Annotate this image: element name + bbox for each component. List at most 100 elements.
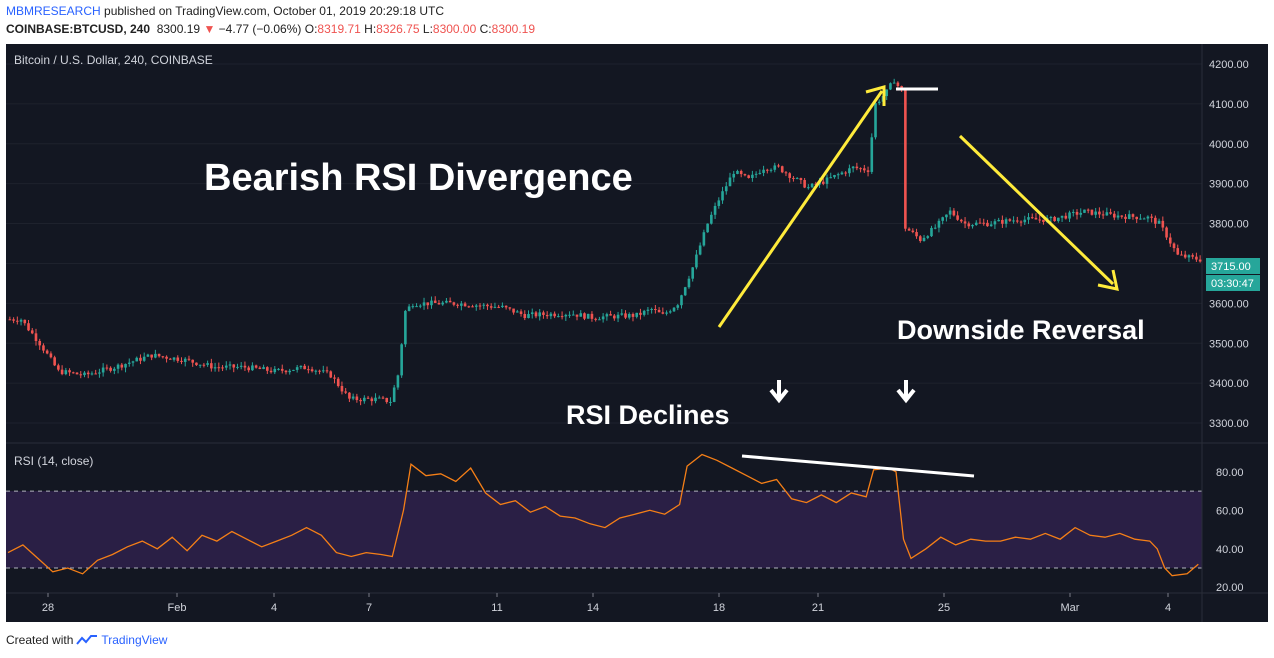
price-candle[interactable]: [195, 362, 198, 366]
price-candle[interactable]: [631, 312, 635, 322]
price-candle[interactable]: [262, 364, 265, 370]
price-candle[interactable]: [433, 296, 437, 304]
price-candle[interactable]: [627, 312, 631, 320]
rsi-pane[interactable]: 80.00 60.00 40.00 20.00: [6, 453, 1244, 595]
price-candle[interactable]: [870, 133, 874, 174]
price-candle[interactable]: [1142, 217, 1146, 220]
price-candle[interactable]: [295, 364, 299, 373]
price-candle[interactable]: [239, 362, 243, 370]
price-candle[interactable]: [232, 364, 236, 373]
price-candle[interactable]: [127, 358, 131, 367]
price-candle[interactable]: [967, 221, 971, 229]
price-candle[interactable]: [568, 311, 571, 318]
price-candle[interactable]: [874, 101, 877, 140]
price-candle[interactable]: [948, 207, 952, 219]
price-candle[interactable]: [12, 317, 15, 324]
price-candle[interactable]: [586, 313, 590, 319]
price-candle[interactable]: [780, 165, 784, 174]
price-candle[interactable]: [717, 197, 721, 209]
price-candle[interactable]: [98, 368, 101, 378]
price-candle[interactable]: [945, 214, 948, 222]
price-candle[interactable]: [534, 310, 538, 319]
price-candle[interactable]: [833, 174, 836, 179]
price-candle[interactable]: [422, 297, 426, 310]
price-candle[interactable]: [366, 395, 370, 399]
price-candle[interactable]: [292, 369, 295, 372]
price-candle[interactable]: [180, 357, 183, 365]
price-candle[interactable]: [370, 396, 374, 406]
price-candle[interactable]: [1105, 207, 1109, 216]
price-candle[interactable]: [564, 313, 568, 321]
price-candle[interactable]: [851, 165, 855, 173]
price-candle[interactable]: [732, 170, 736, 183]
price-candle[interactable]: [963, 217, 967, 229]
price-candle[interactable]: [60, 365, 64, 376]
price-candle[interactable]: [75, 372, 79, 375]
price-candle[interactable]: [557, 313, 560, 318]
price-candle[interactable]: [321, 365, 325, 374]
price-candle[interactable]: [288, 368, 292, 375]
price-candle[interactable]: [83, 371, 86, 378]
price-candle[interactable]: [713, 202, 717, 219]
price-candle[interactable]: [650, 307, 653, 314]
price-candle[interactable]: [1053, 215, 1056, 222]
price-candle[interactable]: [1030, 213, 1034, 219]
price-candle[interactable]: [829, 172, 833, 179]
price-candle[interactable]: [601, 313, 605, 323]
price-candle[interactable]: [1180, 250, 1183, 256]
price-candle[interactable]: [113, 366, 116, 375]
price-candle[interactable]: [273, 366, 277, 375]
price-candle[interactable]: [512, 308, 515, 315]
price-candle[interactable]: [202, 362, 206, 368]
price-candle[interactable]: [314, 369, 318, 375]
price-candle[interactable]: [90, 371, 94, 376]
price-candle[interactable]: [993, 218, 997, 229]
price-candle[interactable]: [1198, 255, 1202, 263]
price-candle[interactable]: [210, 358, 213, 372]
price-candle[interactable]: [1183, 250, 1187, 259]
price-candle[interactable]: [307, 365, 310, 374]
price-candle[interactable]: [952, 208, 956, 217]
price-candle[interactable]: [396, 374, 400, 390]
price-candle[interactable]: [986, 219, 989, 227]
price-candle[interactable]: [941, 216, 944, 225]
price-candle[interactable]: [1090, 209, 1094, 216]
price-candle[interactable]: [553, 311, 556, 319]
price-candle[interactable]: [258, 366, 262, 370]
price-candle[interactable]: [609, 310, 612, 316]
price-candle[interactable]: [773, 162, 777, 173]
price-candle[interactable]: [120, 362, 124, 371]
price-candle[interactable]: [1113, 210, 1116, 221]
price-candle[interactable]: [389, 397, 392, 406]
price-candle[interactable]: [575, 314, 579, 321]
price-candle[interactable]: [109, 366, 112, 373]
price-candle[interactable]: [154, 349, 157, 359]
price-candle[interactable]: [1023, 215, 1027, 225]
price-candle[interactable]: [1150, 213, 1153, 223]
price-candle[interactable]: [1034, 213, 1038, 220]
price-candle[interactable]: [42, 343, 45, 354]
price-candle[interactable]: [482, 303, 486, 310]
price-candle[interactable]: [848, 164, 851, 177]
price-candle[interactable]: [400, 343, 403, 378]
price-candle[interactable]: [1075, 209, 1079, 220]
price-candle[interactable]: [94, 369, 97, 375]
price-candle[interactable]: [1019, 220, 1023, 227]
price-candle[interactable]: [807, 184, 810, 190]
price-candle[interactable]: [1071, 209, 1075, 217]
price-candle[interactable]: [131, 360, 135, 367]
price-candle[interactable]: [792, 176, 795, 182]
price-candle[interactable]: [247, 365, 250, 373]
price-candle[interactable]: [1012, 216, 1015, 224]
price-candle[interactable]: [519, 309, 523, 317]
price-candle[interactable]: [937, 218, 941, 233]
price-candle[interactable]: [892, 78, 896, 84]
price-candle[interactable]: [49, 351, 53, 359]
price-candle[interactable]: [542, 310, 545, 319]
price-candle[interactable]: [527, 310, 530, 319]
price-candle[interactable]: [866, 166, 870, 177]
price-candle[interactable]: [318, 369, 321, 375]
price-candle[interactable]: [79, 371, 83, 379]
price-candle[interactable]: [206, 360, 209, 367]
price-candle[interactable]: [661, 307, 665, 315]
